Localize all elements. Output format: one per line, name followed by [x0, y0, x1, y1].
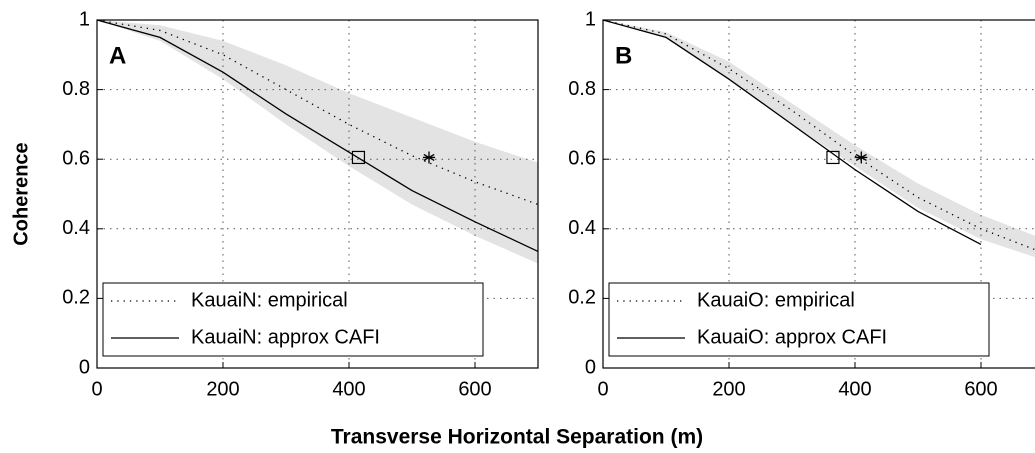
marker-square [826, 150, 840, 165]
y-axis-label: Coherence [10, 142, 32, 245]
x-tick-label: 200 [712, 378, 745, 400]
x-tick-label: 0 [597, 378, 608, 400]
y-tick-label: 0.2 [568, 287, 596, 309]
plot-frame [602, 19, 1035, 369]
y-tick-label: 0.4 [62, 217, 90, 239]
y-tick-label: 0.8 [62, 78, 90, 100]
legend-label: KauaiO: empirical [697, 289, 855, 311]
series-line [602, 19, 982, 246]
legend-label: KauaiN: empirical [191, 289, 348, 311]
x-tick-label: 200 [206, 378, 239, 400]
x-tick-label: 0 [91, 378, 102, 400]
legend-label: KauaiO: approx CAFI [697, 326, 887, 348]
marker-square [351, 150, 366, 165]
x-tick-label: 600 [964, 378, 997, 400]
plot-frame [96, 19, 539, 369]
legend-label: KauaiN: approx CAFI [191, 326, 380, 348]
y-tick-label: 0.4 [568, 217, 596, 239]
y-tick-label: 1 [585, 8, 596, 30]
marker-asterisk [855, 151, 868, 164]
confidence-band [97, 20, 538, 264]
x-tick-label: 400 [332, 378, 365, 400]
legend-box [102, 282, 484, 357]
y-tick-label: 0 [79, 356, 90, 378]
panel-label: A [109, 42, 126, 69]
x-tick-label: 600 [458, 378, 491, 400]
series-line [96, 19, 539, 253]
x-axis-label: Transverse Horizontal Separation (m) [331, 426, 703, 449]
legend-box [608, 282, 990, 357]
y-tick-label: 0.8 [568, 78, 596, 100]
confidence-band [603, 20, 1035, 258]
y-tick-label: 1 [79, 8, 90, 30]
panel-label: B [615, 42, 632, 69]
marker-asterisk [423, 151, 436, 164]
x-tick-label: 400 [838, 378, 871, 400]
series-line [602, 19, 1035, 251]
y-tick-label: 0 [585, 356, 596, 378]
y-tick-label: 0.6 [62, 147, 90, 169]
y-tick-label: 0.2 [62, 287, 90, 309]
y-tick-label: 0.6 [568, 147, 596, 169]
